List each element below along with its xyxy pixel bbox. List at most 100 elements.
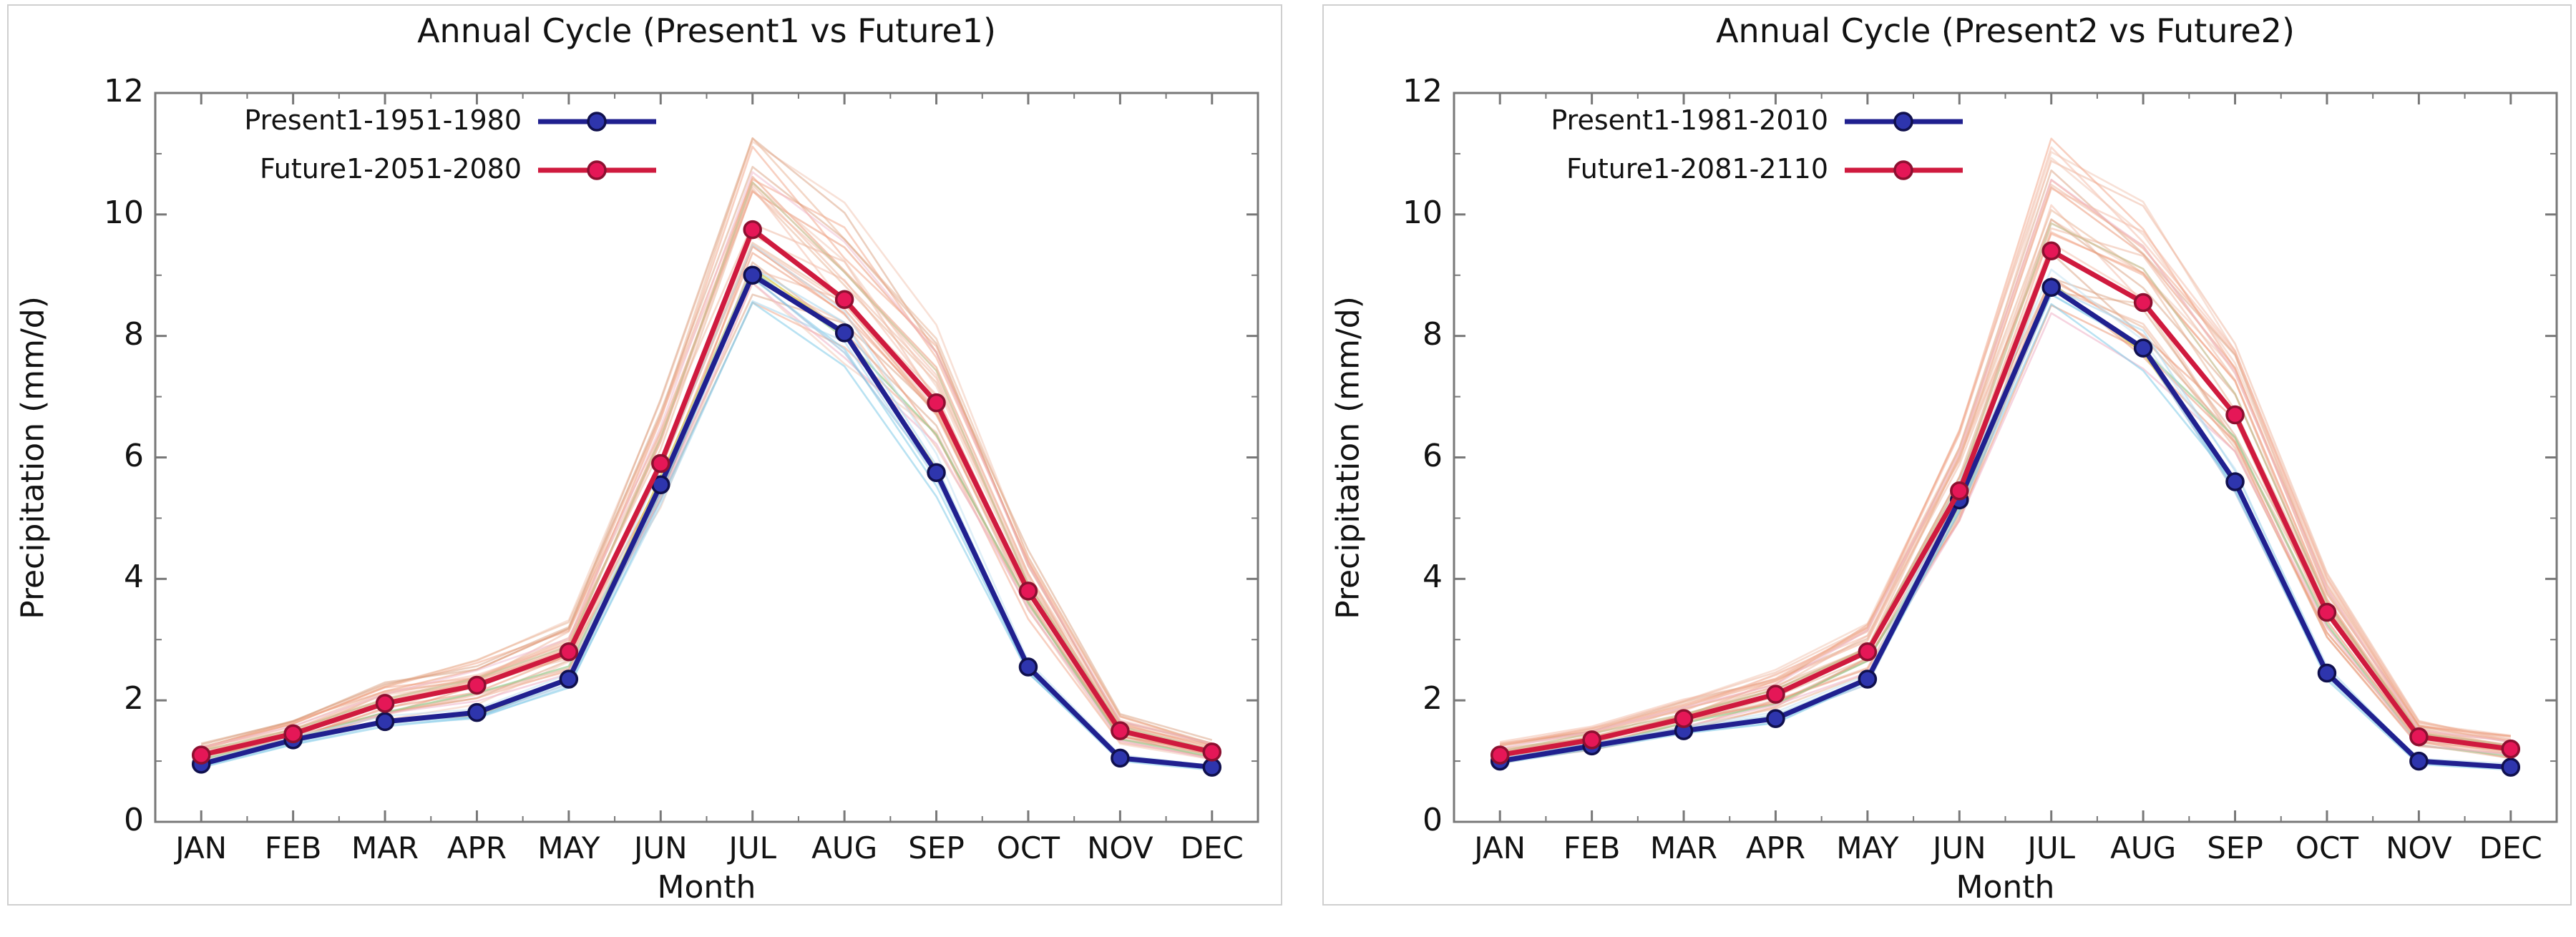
x-tick-label: OCT <box>2295 830 2358 865</box>
future-marker <box>927 393 946 413</box>
y-tick-label: 2 <box>1423 680 1443 717</box>
x-tick-label: DEC <box>2479 830 2542 865</box>
future-marker <box>1582 730 1601 750</box>
x-axis-label: Month <box>1956 869 2055 906</box>
legend-label-future: Future1-2081-2110 <box>1566 153 1828 185</box>
legend-marker <box>587 160 607 180</box>
present-marker <box>2041 278 2061 297</box>
x-tick-label: AUG <box>2110 830 2177 865</box>
ensemble-line <box>1499 178 2511 750</box>
x-axis-label: Month <box>657 869 756 906</box>
legend-line-sample-present <box>1845 112 1963 132</box>
future-marker <box>1111 721 1130 740</box>
y-tick-label: 0 <box>124 802 144 838</box>
legend-line-sample-future <box>1845 160 1963 180</box>
y-tick-label: 8 <box>124 315 144 353</box>
present-marker <box>927 463 946 482</box>
present-marker <box>467 702 487 722</box>
ensemble-lines <box>1499 137 2512 771</box>
chart-panel-right: Annual Cycle (Present2 vs Future2) 0 2 4 6 8 1… <box>1322 4 2572 906</box>
y-tick-label: 12 <box>104 73 144 109</box>
future-marker <box>1674 709 1694 728</box>
future-marker <box>2041 241 2061 261</box>
x-tick-label: AUG <box>811 830 878 865</box>
ensemble-line <box>200 282 1213 765</box>
y-tick-label: 4 <box>1423 559 1443 596</box>
y-tick-label: 12 <box>1402 73 1443 109</box>
x-tick-label: JUL <box>728 830 776 865</box>
present-marker <box>2225 472 2245 491</box>
present-marker <box>2501 757 2521 777</box>
future-marker <box>2225 405 2245 425</box>
present-marker <box>559 669 579 689</box>
future-marker <box>1858 642 1878 662</box>
ensemble-line <box>200 243 1212 767</box>
future-series <box>191 220 1222 765</box>
y-tick-label: 6 <box>124 437 144 474</box>
x-tick-label: DEC <box>1180 830 1244 865</box>
axis-frame <box>154 92 1259 823</box>
y-tick-label: 4 <box>124 559 144 596</box>
present-marker <box>834 323 854 343</box>
ensemble-line <box>200 137 1213 745</box>
y-tick-label: 8 <box>1423 315 1443 353</box>
present-marker <box>2409 751 2429 771</box>
legend-label-future: Future1-2051-2080 <box>259 153 522 185</box>
ensemble-line <box>200 176 1213 752</box>
x-tick-label: MAR <box>351 830 419 865</box>
ensemble-line <box>200 245 1213 756</box>
x-tick-label: NOV <box>1087 830 1153 865</box>
future-marker <box>1766 685 1785 704</box>
ensemble-line <box>200 261 1213 764</box>
future-marker <box>559 642 579 662</box>
plot-svg <box>1453 92 2558 823</box>
ensemble-line <box>200 165 1213 746</box>
ensemble-line <box>1499 281 2511 770</box>
future-marker <box>2409 727 2429 747</box>
present-series <box>191 265 1222 777</box>
future-line <box>200 227 1213 758</box>
ensemble-line <box>200 301 1212 771</box>
present-marker <box>375 712 395 732</box>
ensemble-lines <box>200 137 1213 771</box>
x-tick-label: JUL <box>2027 830 2075 865</box>
x-tick-label: NOV <box>2386 830 2452 865</box>
present-line <box>200 273 1213 770</box>
legend-label-present: Present1-1981-2010 <box>1551 104 1828 136</box>
present-marker <box>2317 663 2337 683</box>
ensemble-line <box>200 181 1213 752</box>
x-tick-label: SEP <box>2207 830 2263 865</box>
x-tick-label: JUN <box>1933 830 1986 865</box>
present-marker <box>2133 338 2153 358</box>
chart-panel-left: Annual Cycle (Present1 vs Future1) 0 2 4 6 8 1… <box>7 4 1282 906</box>
future-marker <box>1950 481 1969 501</box>
ensemble-line <box>1500 282 2511 770</box>
present-marker <box>743 265 762 285</box>
ensemble-line <box>1499 137 2512 747</box>
legend-marker <box>1893 160 1913 180</box>
x-tick-label: MAY <box>537 830 600 865</box>
ensemble-line <box>1499 252 2511 756</box>
x-tick-label: FEB <box>1563 830 1621 865</box>
ensemble-line <box>1500 303 2511 771</box>
ensemble-line <box>1500 186 2511 746</box>
x-tick-label: JAN <box>1474 830 1526 865</box>
future-marker <box>191 745 211 765</box>
present-line <box>1499 285 2512 770</box>
present-marker <box>1111 748 1130 768</box>
future-marker <box>2501 739 2521 759</box>
y-tick-label: 2 <box>124 680 144 717</box>
future-marker <box>743 220 762 240</box>
x-tick-label: JAN <box>175 830 228 865</box>
future-marker <box>467 675 487 695</box>
ensemble-line <box>1499 222 2511 752</box>
x-tick-label: APR <box>1745 830 1806 865</box>
future-marker <box>1490 745 1510 765</box>
future-marker <box>1202 742 1222 762</box>
future-series <box>1490 241 2521 765</box>
ensemble-line <box>1500 312 2511 762</box>
future-marker <box>651 453 670 474</box>
x-tick-label: OCT <box>996 830 1060 865</box>
chart-title: Annual Cycle (Present1 vs Future1) <box>417 11 996 50</box>
